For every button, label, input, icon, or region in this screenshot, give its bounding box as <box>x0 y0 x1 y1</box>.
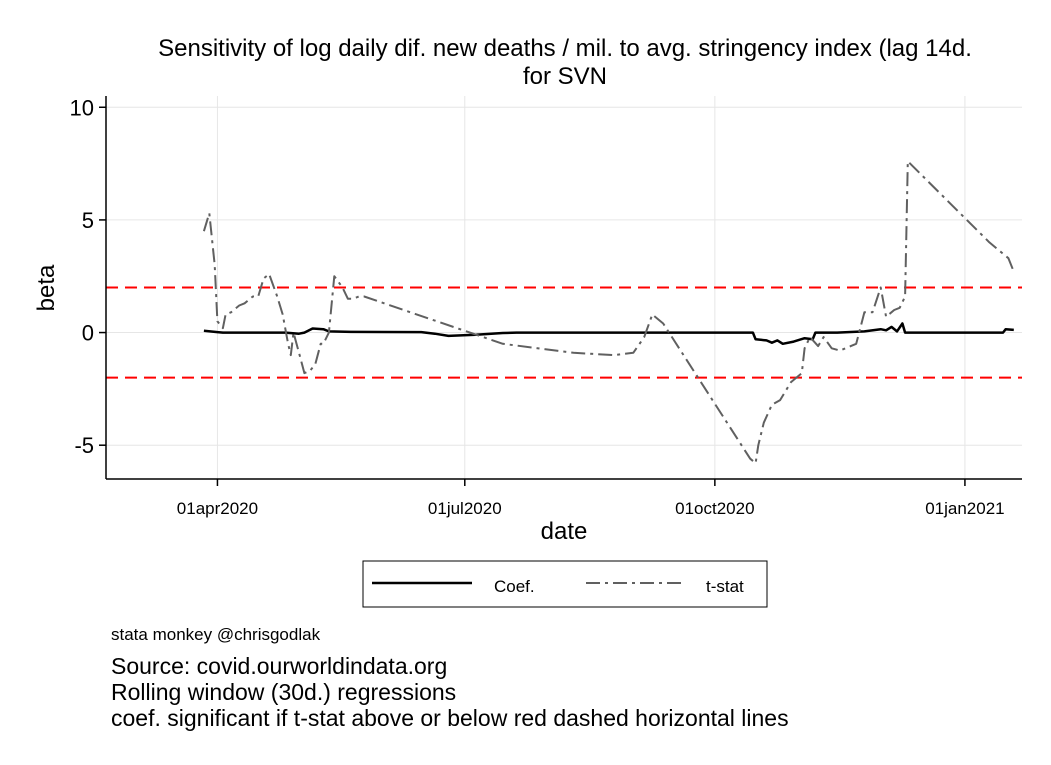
x-axis-ticks: 01apr2020 01jul2020 01oct2020 01jan2021 <box>177 479 1005 518</box>
x-tick-label-0: 01apr2020 <box>177 499 258 518</box>
series-line-coef <box>203 322 1014 346</box>
legend-label-tstat: t-stat <box>706 577 744 596</box>
chart-title-line-2: for SVN <box>523 63 607 90</box>
x-tick-label-2: 01oct2020 <box>675 499 754 518</box>
y-tick-label-1: 5 <box>82 208 94 233</box>
y-axis-ticks: 10 5 0 -5 <box>70 95 106 458</box>
y-tick-label-0: 10 <box>70 95 94 120</box>
reference-lines <box>106 286 1022 379</box>
x-tick-label-3: 01jan2021 <box>925 499 1004 518</box>
significance-note: coef. significant if t-stat above or bel… <box>111 705 789 731</box>
y-tick-label-3: -5 <box>74 433 94 458</box>
credit-note: stata monkey @chrisgodlak <box>111 625 321 644</box>
x-tick-label-1: 01jul2020 <box>428 499 502 518</box>
series-lines <box>202 160 1015 465</box>
method-note: Rolling window (30d.) regressions <box>111 679 456 705</box>
legend: Coef. t-stat <box>362 560 768 608</box>
y-axis-title: beta <box>33 264 60 311</box>
chart-title-line-1: Sensitivity of log daily dif. new deaths… <box>158 35 972 62</box>
source-note: Source: covid.ourworldindata.org <box>111 653 447 679</box>
y-tick-label-2: 0 <box>82 321 94 346</box>
series-line-tstat <box>202 160 1015 465</box>
legend-label-coef: Coef. <box>494 577 535 596</box>
x-axis-title: date <box>541 518 588 545</box>
